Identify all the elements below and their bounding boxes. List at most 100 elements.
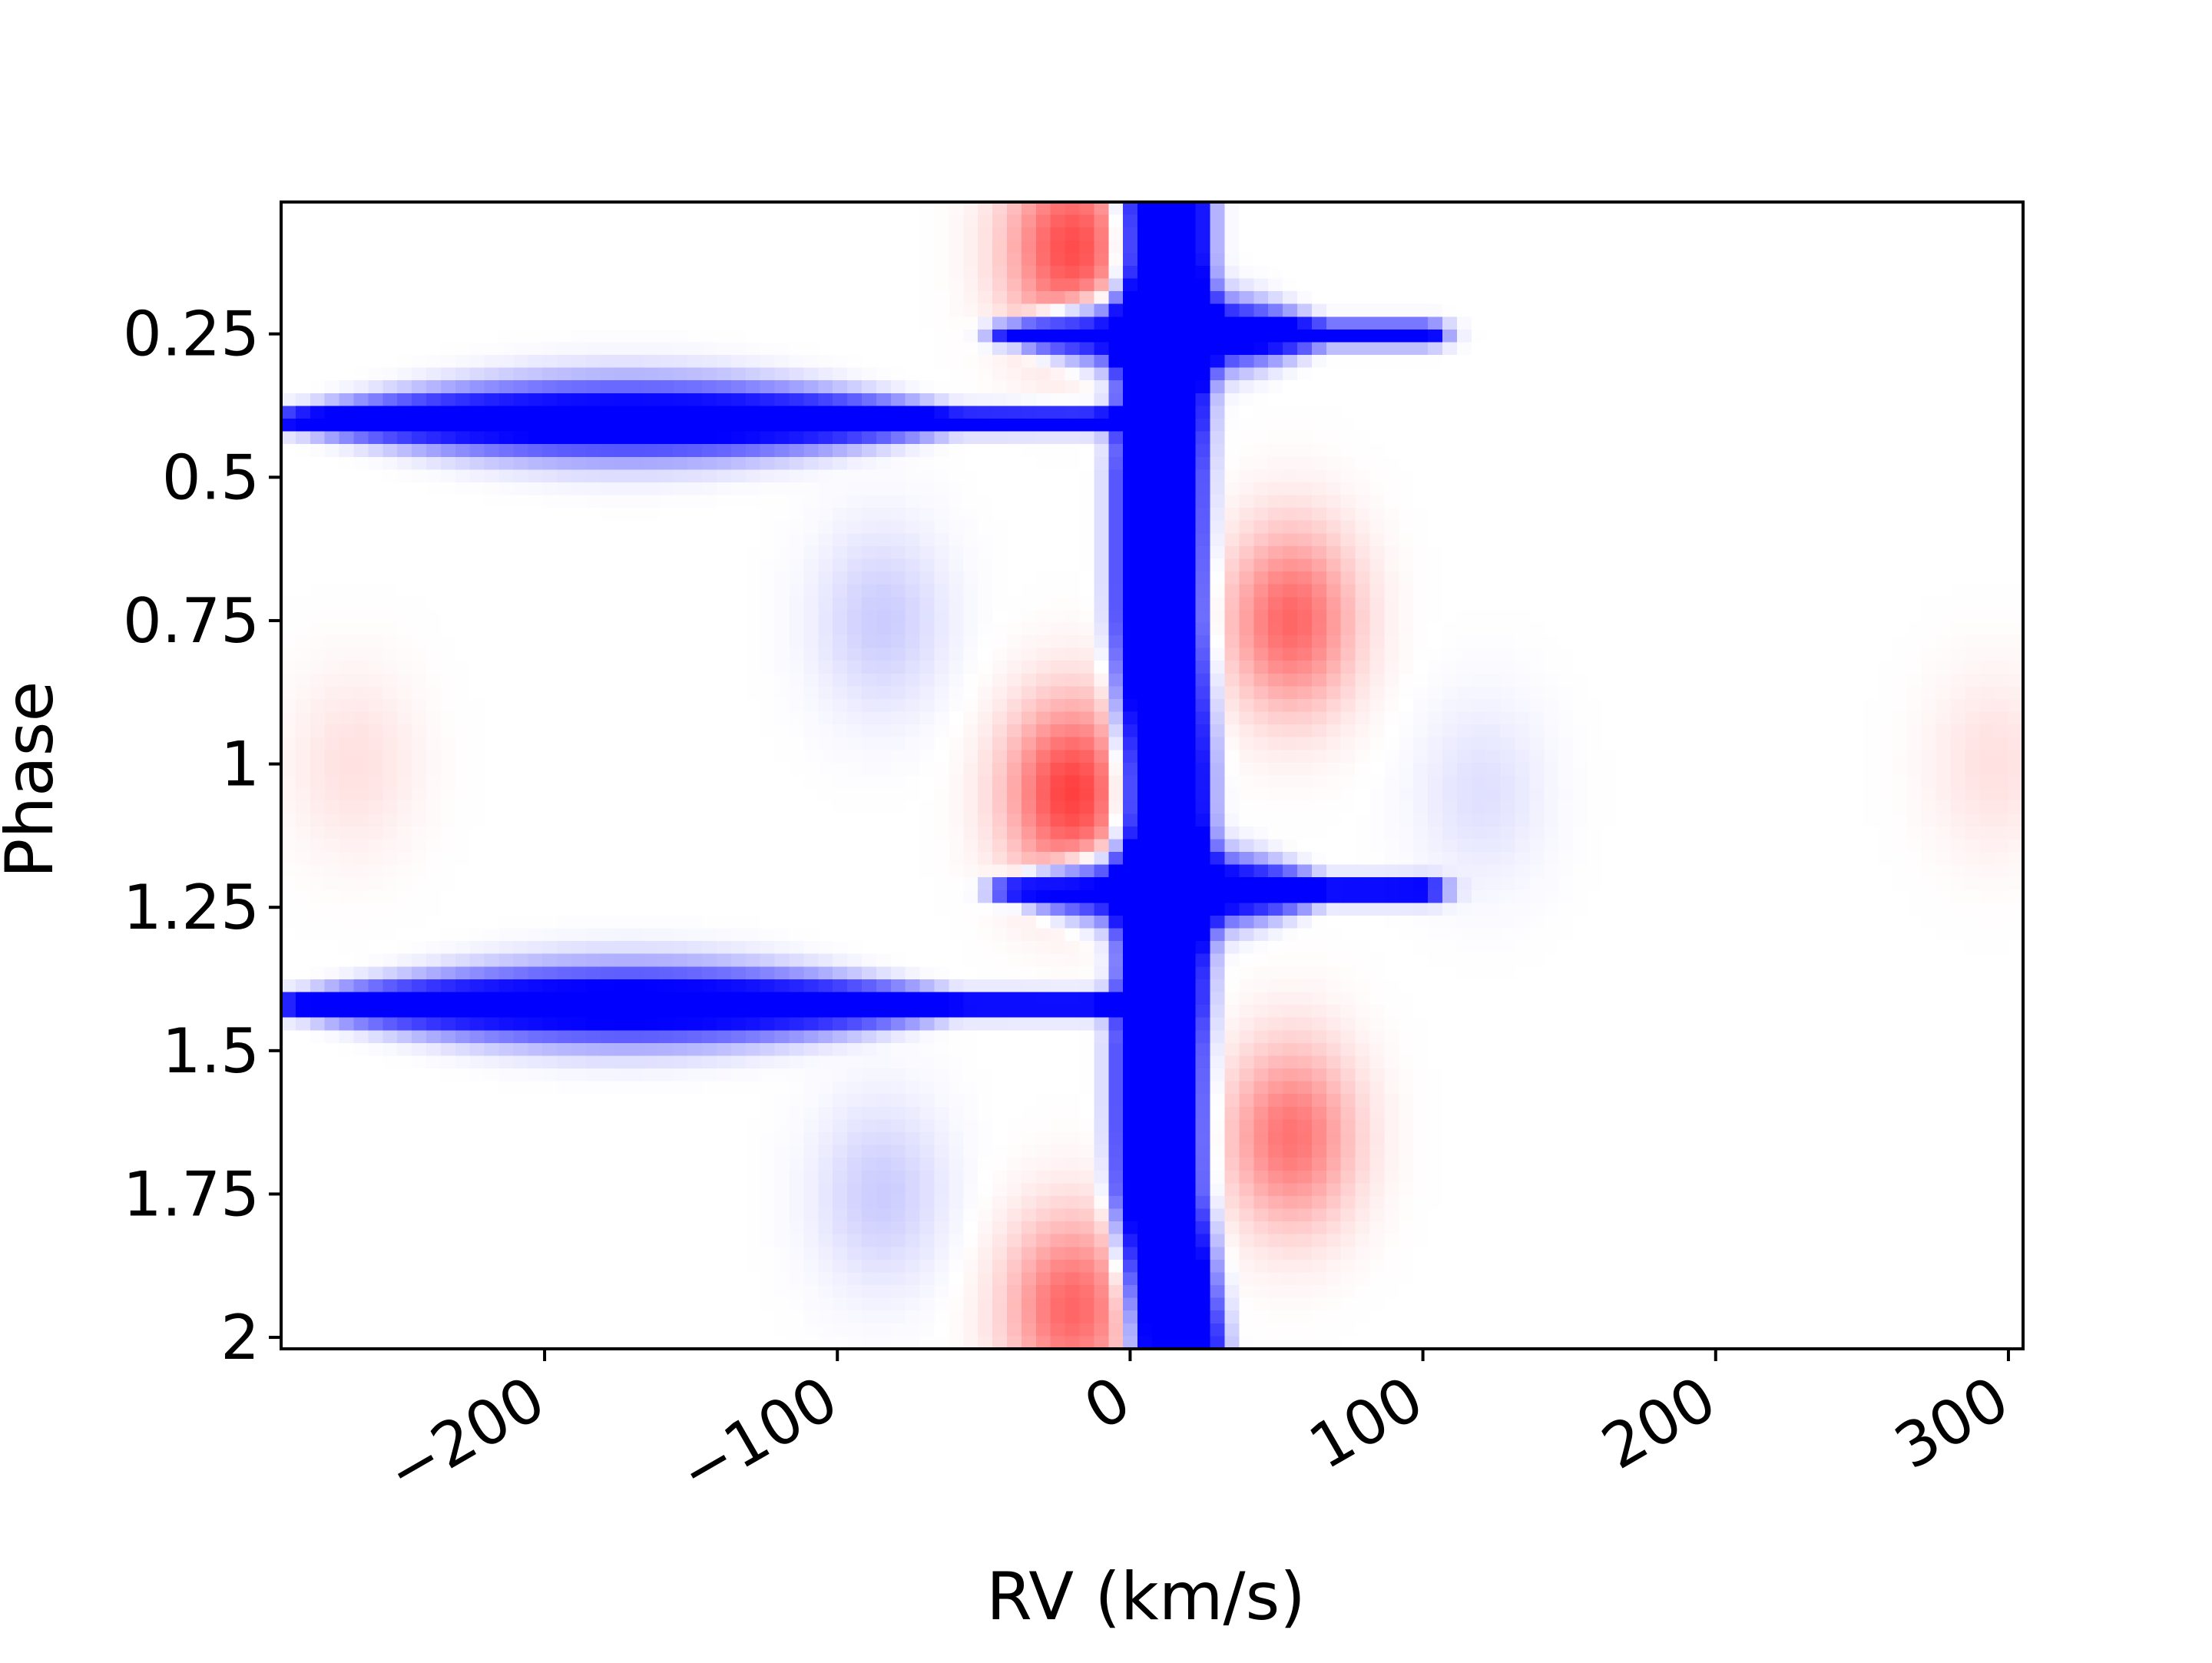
heatmap-cell: [1297, 724, 1313, 738]
heatmap-cell: [1515, 431, 1530, 445]
heatmap-cell: [310, 648, 326, 661]
heatmap-cell: [1007, 495, 1022, 509]
heatmap-cell: [1892, 609, 1908, 624]
heatmap-cell: [905, 456, 921, 470]
heatmap-cell: [1050, 202, 1066, 216]
heatmap-cell: [833, 469, 848, 483]
heatmap-cell: [1790, 265, 1806, 280]
heatmap-cell: [310, 533, 326, 547]
heatmap-cell: [426, 253, 442, 267]
heatmap-cell: [1790, 622, 1806, 636]
heatmap-cell: [585, 367, 601, 381]
heatmap-cell: [1152, 303, 1167, 317]
heatmap-cell: [1994, 545, 2009, 560]
heatmap-cell: [557, 393, 572, 407]
heatmap-cell: [934, 533, 949, 547]
heatmap-cell: [1007, 673, 1022, 687]
heatmap-cell: [717, 558, 732, 572]
heatmap-cell: [673, 597, 688, 611]
heatmap-cell: [1166, 431, 1182, 445]
heatmap-cell: [730, 635, 747, 649]
heatmap-cell: [1065, 355, 1081, 369]
heatmap-cell: [1515, 508, 1530, 522]
heatmap-cell: [1456, 265, 1472, 280]
heatmap-cell: [1790, 661, 1806, 674]
heatmap-cell: [412, 202, 427, 216]
heatmap-cell: [1674, 597, 1690, 611]
heatmap-cell: [455, 545, 471, 560]
heatmap-cell: [1733, 661, 1748, 674]
heatmap-cell: [1892, 291, 1908, 305]
heatmap-cell: [905, 520, 921, 534]
heatmap-cell: [614, 406, 631, 419]
heatmap-cell: [1500, 635, 1516, 649]
heatmap-cell: [2008, 673, 2024, 687]
heatmap-cell: [353, 711, 369, 725]
heatmap-cell: [1166, 419, 1182, 432]
heatmap-cell: [1747, 622, 1763, 636]
heatmap-cell: [1631, 495, 1647, 509]
heatmap-cell: [1979, 711, 1995, 725]
heatmap-cell: [1268, 482, 1283, 496]
heatmap-cell: [1500, 367, 1516, 381]
heatmap-cell: [1674, 355, 1690, 369]
heatmap-cell: [774, 469, 790, 483]
heatmap-cell: [1021, 571, 1037, 585]
heatmap-cell: [1471, 533, 1487, 547]
heatmap-cell: [905, 303, 921, 317]
heatmap-cell: [862, 355, 877, 369]
heatmap-cell: [585, 316, 601, 330]
heatmap-cell: [1892, 520, 1908, 534]
heatmap-cell: [1094, 724, 1109, 738]
heatmap-cell: [1108, 456, 1124, 470]
heatmap-cell: [1471, 673, 1487, 687]
heatmap-cell: [542, 584, 558, 598]
heatmap-cell: [1413, 456, 1429, 470]
heatmap-cell: [1921, 444, 1937, 458]
heatmap-cell: [600, 648, 616, 661]
heatmap-cell: [528, 329, 543, 343]
heatmap-cell: [949, 367, 964, 381]
heatmap-cell: [1283, 635, 1298, 649]
heatmap-cell: [803, 584, 819, 598]
heatmap-cell: [281, 597, 296, 611]
heatmap-cell: [1007, 303, 1022, 317]
heatmap-cell: [1529, 648, 1545, 661]
heatmap-cell: [1166, 444, 1182, 458]
heatmap-cell: [484, 367, 500, 381]
heatmap-cell: [1471, 419, 1487, 432]
heatmap-cell: [455, 584, 471, 598]
heatmap-cell: [528, 202, 543, 216]
heatmap-cell: [1689, 303, 1704, 317]
heatmap-cell: [1892, 329, 1908, 343]
heatmap-cell: [1195, 278, 1211, 292]
heatmap-cell: [1428, 456, 1443, 470]
heatmap-cell: [978, 609, 993, 624]
heatmap-cell: [1761, 431, 1777, 445]
heatmap-cell: [1645, 482, 1661, 496]
heatmap-cell: [1152, 558, 1167, 572]
heatmap-cell: [833, 609, 848, 624]
heatmap-cell: [1936, 253, 1952, 267]
heatmap-cell: [934, 253, 949, 267]
heatmap-cell: [1689, 482, 1704, 496]
heatmap-cell: [1601, 355, 1618, 369]
heatmap-cell: [1544, 214, 1559, 228]
heatmap-cell: [1311, 278, 1327, 292]
heatmap-cell: [455, 597, 471, 611]
heatmap-cell: [397, 597, 412, 611]
heatmap-cell: [469, 444, 485, 458]
heatmap-cell: [1137, 291, 1153, 305]
heatmap-cell: [542, 508, 558, 522]
heatmap-cell: [1166, 240, 1182, 253]
heatmap-cell: [498, 508, 514, 522]
heatmap-cell: [295, 673, 311, 687]
heatmap-cell: [818, 214, 833, 228]
heatmap-cell: [455, 367, 471, 381]
heatmap-cell: [1268, 240, 1283, 253]
heatmap-cell: [717, 661, 732, 674]
heatmap-cell: [1645, 711, 1661, 725]
heatmap-cell: [934, 622, 949, 636]
heatmap-cell: [1950, 291, 1965, 305]
heatmap-cell: [1544, 380, 1559, 394]
